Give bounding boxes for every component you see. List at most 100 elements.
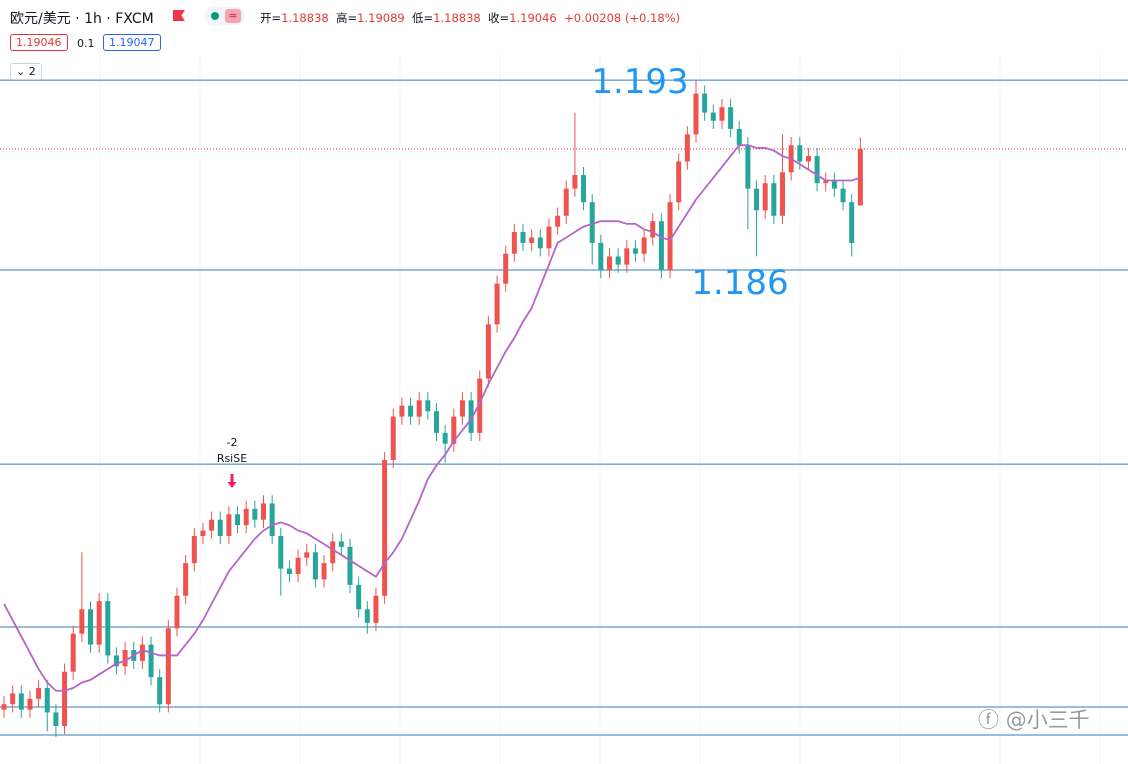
candle-body — [485, 324, 491, 379]
candle-body — [312, 552, 318, 580]
level-label: 1.193 — [591, 62, 688, 102]
candle-body — [823, 180, 829, 184]
spread: 0.1 — [77, 37, 95, 50]
candle-body — [762, 183, 768, 211]
candle-body — [243, 508, 249, 526]
candle-body — [200, 530, 206, 537]
status-icon: ≈ — [225, 9, 241, 23]
signal-label: RsiSE — [217, 452, 247, 465]
candle-body — [278, 536, 284, 569]
candle-body — [442, 432, 448, 444]
status-dot — [211, 12, 219, 20]
candle-body — [261, 503, 266, 520]
candle-body — [36, 688, 42, 699]
candle-body — [122, 650, 128, 667]
candle-body — [624, 248, 630, 265]
watermark-text: @小三千 — [1005, 708, 1090, 732]
candle-body — [581, 175, 587, 203]
candle-body — [615, 256, 621, 265]
candle-body — [607, 256, 612, 271]
symbol-title[interactable]: 欧元/美元 · 1h · FXCM — [10, 11, 154, 27]
moving-average — [3, 144, 861, 692]
watermark: ⓕ @小三千 — [978, 708, 1090, 732]
candle-body — [780, 172, 785, 216]
candle-body — [62, 671, 68, 727]
candle-body — [96, 601, 102, 645]
candle-body — [589, 202, 595, 243]
candle-body — [191, 536, 197, 564]
candle-body — [183, 563, 189, 596]
candle-body — [44, 688, 50, 713]
candle-body — [27, 698, 33, 710]
candle-body — [857, 149, 863, 206]
candle-body — [667, 202, 673, 271]
flag-icon[interactable] — [173, 10, 185, 21]
candle-body — [572, 175, 578, 189]
candle-body — [736, 128, 742, 146]
candle-body — [503, 253, 509, 284]
candle-body — [235, 514, 241, 526]
candle-body — [684, 134, 690, 162]
signal-arrow — [227, 474, 237, 488]
candle-body — [728, 107, 734, 129]
candle-body — [840, 188, 846, 203]
candle-body — [641, 237, 647, 254]
ask-button[interactable]: 1.19047 — [103, 34, 161, 51]
candle-body — [165, 628, 171, 705]
candle-body — [425, 400, 431, 412]
candle-body — [139, 644, 145, 661]
candle-body — [304, 552, 310, 558]
candle-body — [209, 519, 215, 531]
candle-body — [451, 416, 457, 444]
candle-body — [10, 693, 16, 705]
candle-body — [555, 215, 561, 227]
candle-body — [814, 156, 820, 184]
bid-button[interactable]: 1.19046 — [10, 34, 68, 51]
candle-body — [105, 601, 111, 656]
candle-body — [174, 595, 180, 629]
candle-body — [849, 202, 855, 243]
candle-body — [338, 541, 344, 547]
candle-body — [286, 568, 292, 575]
indicator-count: 2 — [28, 65, 36, 78]
candle-body — [537, 237, 543, 249]
candle-body — [477, 378, 483, 433]
candle-body — [710, 112, 716, 121]
candle-body — [18, 693, 24, 710]
candle-body — [771, 183, 777, 216]
ohlc-row: 开=1.18838 高=1.19089 低=1.18838 收=1.19046 … — [260, 10, 680, 26]
signal-value: -2 — [227, 436, 238, 449]
candle-body — [1, 704, 7, 710]
candle-body — [511, 232, 517, 254]
ohlc-value: 1.19046 — [509, 11, 557, 25]
candle-body — [252, 508, 258, 520]
candle-body — [330, 541, 336, 564]
candle-body — [693, 93, 699, 135]
status-pill[interactable]: ≈ — [205, 7, 245, 25]
candle-body — [632, 248, 638, 254]
candle-body — [520, 232, 526, 243]
candle-body — [321, 563, 327, 580]
candle-body — [399, 405, 405, 417]
candle-body — [157, 677, 163, 705]
candle-body — [831, 180, 837, 189]
candle-body — [719, 107, 725, 121]
candle-body — [658, 221, 664, 271]
indicator-toggle[interactable]: ⌄ 2 — [10, 63, 42, 80]
ohlc-label: 收= — [488, 11, 510, 25]
candle-body — [113, 655, 119, 667]
candle-body — [598, 242, 604, 271]
candle-body — [468, 400, 474, 433]
candle-body — [79, 609, 85, 634]
candle-body — [797, 145, 803, 162]
candle-body — [494, 283, 500, 325]
candle-body — [70, 633, 76, 672]
candle-body — [702, 93, 708, 113]
candle-body — [434, 411, 439, 433]
candle-body — [373, 595, 379, 623]
candle-body — [364, 609, 370, 623]
candle-body — [754, 188, 760, 211]
candle-body — [390, 416, 396, 461]
candle-body — [356, 584, 362, 610]
